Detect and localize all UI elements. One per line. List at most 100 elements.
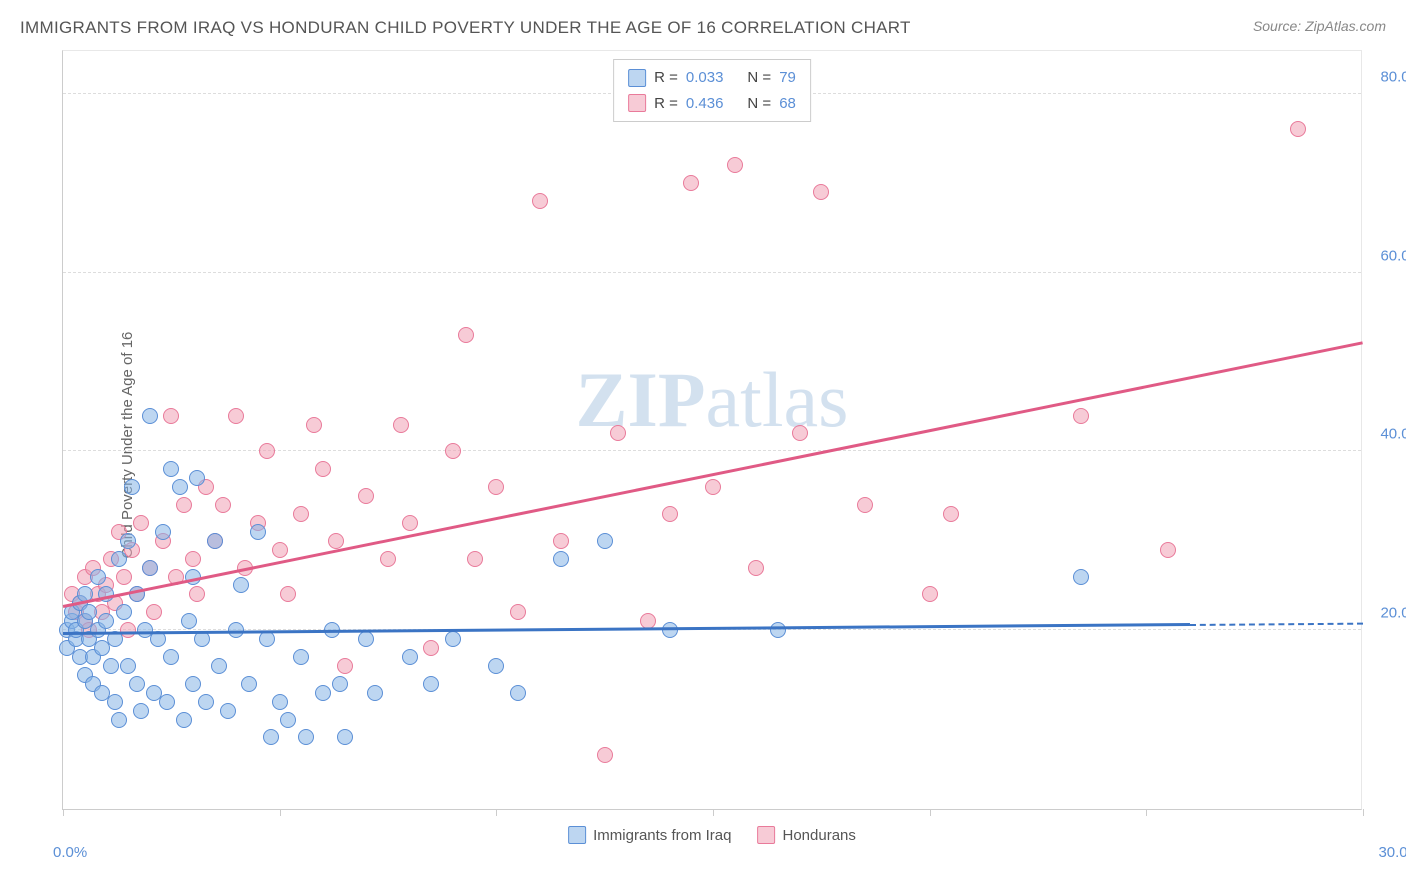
x-tick bbox=[1146, 809, 1147, 816]
series-legend: Immigrants from Iraq Hondurans bbox=[568, 826, 856, 844]
data-point bbox=[1073, 408, 1089, 424]
data-point bbox=[597, 747, 613, 763]
data-point bbox=[172, 479, 188, 495]
legend-n-prefix: N = bbox=[747, 91, 771, 117]
grid-line bbox=[63, 272, 1361, 273]
data-point bbox=[146, 604, 162, 620]
legend-n-honduran: 68 bbox=[779, 91, 796, 117]
source-label: Source: bbox=[1253, 18, 1301, 34]
data-point bbox=[133, 515, 149, 531]
data-point bbox=[367, 685, 383, 701]
data-point bbox=[142, 408, 158, 424]
swatch-iraq-icon bbox=[568, 826, 586, 844]
data-point bbox=[705, 479, 721, 495]
legend-label-honduran: Hondurans bbox=[782, 827, 855, 844]
data-point bbox=[610, 425, 626, 441]
data-point bbox=[532, 193, 548, 209]
legend-row-honduran: R = 0.436 N = 68 bbox=[628, 91, 796, 117]
data-point bbox=[393, 417, 409, 433]
data-point bbox=[1073, 569, 1089, 585]
data-point bbox=[813, 184, 829, 200]
data-point bbox=[124, 479, 140, 495]
data-point bbox=[189, 586, 205, 602]
legend-r-prefix: R = bbox=[654, 91, 678, 117]
data-point bbox=[163, 649, 179, 665]
legend-item-honduran: Hondurans bbox=[757, 826, 855, 844]
data-point bbox=[445, 443, 461, 459]
data-point bbox=[1160, 542, 1176, 558]
legend-r-prefix: R = bbox=[654, 65, 678, 91]
data-point bbox=[748, 560, 764, 576]
legend-r-iraq: 0.033 bbox=[686, 65, 724, 91]
data-point bbox=[727, 157, 743, 173]
data-point bbox=[250, 524, 266, 540]
y-tick-label: 60.0% bbox=[1368, 247, 1406, 264]
data-point bbox=[185, 551, 201, 567]
data-point bbox=[488, 479, 504, 495]
data-point bbox=[198, 694, 214, 710]
data-point bbox=[259, 631, 275, 647]
trend-line-extrapolated bbox=[1190, 622, 1363, 625]
data-point bbox=[155, 524, 171, 540]
data-point bbox=[293, 506, 309, 522]
data-point bbox=[315, 461, 331, 477]
data-point bbox=[553, 551, 569, 567]
data-point bbox=[111, 712, 127, 728]
data-point bbox=[306, 417, 322, 433]
x-tick bbox=[713, 809, 714, 816]
data-point bbox=[259, 443, 275, 459]
x-min-label: 0.0% bbox=[53, 844, 87, 861]
data-point bbox=[445, 631, 461, 647]
x-tick bbox=[63, 809, 64, 816]
trend-line bbox=[63, 342, 1363, 608]
data-point bbox=[207, 533, 223, 549]
legend-item-iraq: Immigrants from Iraq bbox=[568, 826, 731, 844]
data-point bbox=[133, 703, 149, 719]
y-tick-label: 80.0% bbox=[1368, 68, 1406, 85]
x-max-label: 30.0% bbox=[1378, 844, 1406, 861]
data-point bbox=[298, 729, 314, 745]
data-point bbox=[98, 613, 114, 629]
chart-header: IMMIGRANTS FROM IRAQ VS HONDURAN CHILD P… bbox=[0, 0, 1406, 44]
data-point bbox=[120, 658, 136, 674]
data-point bbox=[358, 631, 374, 647]
data-point bbox=[220, 703, 236, 719]
data-point bbox=[315, 685, 331, 701]
data-point bbox=[380, 551, 396, 567]
data-point bbox=[215, 497, 231, 513]
data-point bbox=[337, 658, 353, 674]
data-point bbox=[293, 649, 309, 665]
data-point bbox=[488, 658, 504, 674]
swatch-honduran bbox=[628, 94, 646, 112]
data-point bbox=[142, 560, 158, 576]
plot-region: ZIPatlas R = 0.033 N = 79 R = 0.436 N = … bbox=[62, 50, 1362, 810]
data-point bbox=[120, 533, 136, 549]
data-point bbox=[194, 631, 210, 647]
data-point bbox=[181, 613, 197, 629]
data-point bbox=[943, 506, 959, 522]
data-point bbox=[163, 461, 179, 477]
data-point bbox=[189, 470, 205, 486]
data-point bbox=[111, 551, 127, 567]
data-point bbox=[129, 676, 145, 692]
data-point bbox=[90, 569, 106, 585]
correlation-legend: R = 0.033 N = 79 R = 0.436 N = 68 bbox=[613, 59, 811, 122]
data-point bbox=[662, 506, 678, 522]
data-point bbox=[176, 497, 192, 513]
data-point bbox=[328, 533, 344, 549]
data-point bbox=[792, 425, 808, 441]
chart-title: IMMIGRANTS FROM IRAQ VS HONDURAN CHILD P… bbox=[20, 18, 911, 38]
data-point bbox=[683, 175, 699, 191]
data-point bbox=[662, 622, 678, 638]
data-point bbox=[423, 676, 439, 692]
data-point bbox=[458, 327, 474, 343]
data-point bbox=[597, 533, 613, 549]
data-point bbox=[272, 694, 288, 710]
data-point bbox=[922, 586, 938, 602]
data-point bbox=[280, 712, 296, 728]
y-tick-label: 20.0% bbox=[1368, 605, 1406, 622]
data-point bbox=[272, 542, 288, 558]
data-point bbox=[228, 408, 244, 424]
data-point bbox=[233, 577, 249, 593]
source-name: ZipAtlas.com bbox=[1305, 18, 1386, 34]
